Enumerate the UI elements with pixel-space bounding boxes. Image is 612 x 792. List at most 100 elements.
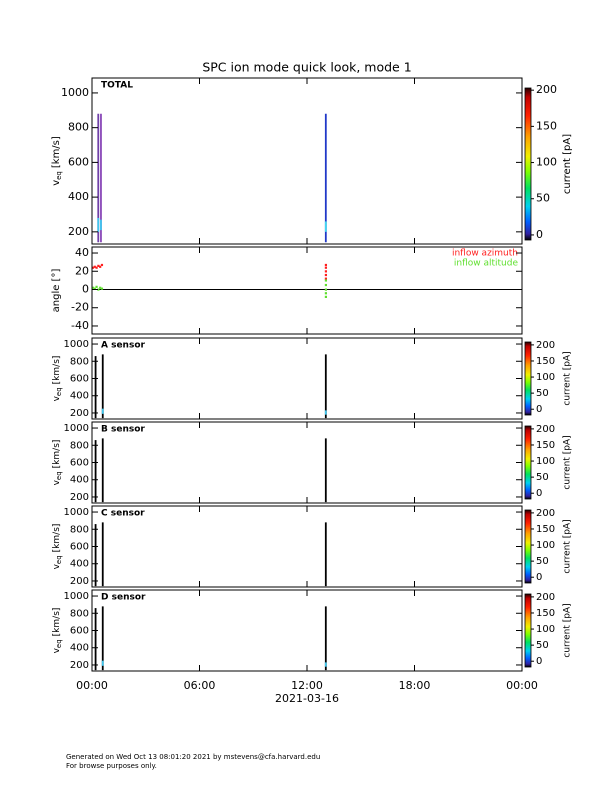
point <box>324 273 328 277</box>
colorbar-label: current [pA] <box>563 519 573 573</box>
y-axis-label-part: v <box>52 563 62 569</box>
point <box>324 263 328 267</box>
colorbar <box>524 341 532 416</box>
panel-label: C sensor <box>101 509 145 519</box>
colorbar-tick-label: 100 <box>536 156 557 169</box>
y-axis-label-part: [km/s] <box>52 356 62 385</box>
y-tick-label: 200 <box>70 408 89 419</box>
y-tick-label: 0 <box>82 282 89 295</box>
y-tick-label: 400 <box>70 391 89 402</box>
y-axis-label-part: eq <box>55 639 63 648</box>
y-tick-label: 1000 <box>64 339 89 350</box>
y-axis-label: veq [km/s] <box>51 136 63 186</box>
y-axis-label: veq [km/s] <box>52 440 64 486</box>
point <box>91 266 95 269</box>
footer-line: For browse purposes only. <box>66 762 157 770</box>
point <box>97 264 100 267</box>
plot-frame <box>91 337 523 420</box>
colorbar-tick-label: 150 <box>536 608 555 619</box>
panel-label: TOTAL <box>101 81 133 91</box>
y-axis-label-part: v <box>52 647 62 653</box>
plot-frame <box>91 589 523 672</box>
y-axis-label-part: v <box>52 479 62 485</box>
y-tick-label: -20 <box>71 301 89 314</box>
colorbar-label: current [pA] <box>563 603 573 657</box>
y-tick-label: 20 <box>75 264 89 277</box>
y-axis-label-part: eq <box>55 171 63 180</box>
y-tick-label: -40 <box>71 319 89 332</box>
y-axis-label: angle [°] <box>51 269 62 313</box>
y-axis-label-part: [km/s] <box>52 524 62 553</box>
point <box>324 266 328 269</box>
y-tick-label: 800 <box>70 608 89 619</box>
panel-label: D sensor <box>101 593 146 603</box>
x-tick-label: 00:00 <box>76 679 108 692</box>
colorbar-tick-label: 0 <box>536 572 542 583</box>
point <box>95 266 98 269</box>
point <box>324 279 328 282</box>
colorbar-tick-label: 200 <box>536 424 555 435</box>
colorbar-tick-label: 100 <box>536 540 555 551</box>
point <box>324 277 328 280</box>
colorbar-tick-label: 150 <box>536 440 555 451</box>
y-axis-label: veq [km/s] <box>52 608 64 654</box>
y-axis-label: veq [km/s] <box>52 524 64 570</box>
y-tick-label: 800 <box>70 356 89 367</box>
point <box>99 286 102 289</box>
y-axis-label-part: [km/s] <box>52 608 62 637</box>
colorbar-tick-label: 100 <box>536 456 555 467</box>
colorbar-tick-label: 0 <box>536 404 542 415</box>
plot-frame <box>91 421 523 504</box>
colorbar <box>524 87 532 241</box>
colorbar-tick-label: 150 <box>536 119 557 132</box>
y-axis-label: veq [km/s] <box>52 356 64 402</box>
y-tick-label: 40 <box>75 246 89 259</box>
colorbar-tick-label: 50 <box>536 472 549 483</box>
colorbar-tick-label: 0 <box>536 228 543 241</box>
y-axis-label-part: eq <box>55 471 63 480</box>
colorbar-label: current [pA] <box>563 435 573 489</box>
colorbar-tick-label: 100 <box>536 624 555 635</box>
y-tick-label: 600 <box>70 458 89 469</box>
point <box>100 263 104 267</box>
y-tick-label: 600 <box>70 542 89 553</box>
colorbar-tick-label: 150 <box>536 356 555 367</box>
y-tick-label: 1000 <box>64 591 89 602</box>
y-tick-label: 400 <box>70 643 89 654</box>
y-tick-label: 600 <box>68 155 89 168</box>
y-tick-label: 200 <box>70 492 89 503</box>
point <box>99 265 102 268</box>
y-tick-label: 200 <box>68 225 89 238</box>
point <box>95 285 98 288</box>
colorbar-tick-label: 200 <box>536 83 557 96</box>
y-tick-label: 1000 <box>61 86 89 99</box>
colorbar-tick-label: 50 <box>536 556 549 567</box>
colorbar-tick-label: 200 <box>536 340 555 351</box>
y-tick-label: 600 <box>70 626 89 637</box>
legend-entry: inflow azimuth <box>452 249 518 259</box>
x-tick-label: 00:00 <box>506 679 538 692</box>
x-axis-label: 2021-03-16 <box>275 692 339 705</box>
y-tick-label: 200 <box>70 576 89 587</box>
y-tick-label: 800 <box>70 440 89 451</box>
colorbar-tick-label: 50 <box>536 640 549 651</box>
y-tick-label: 600 <box>70 374 89 385</box>
point <box>100 287 104 290</box>
colorbar <box>524 425 532 500</box>
y-tick-label: 1000 <box>64 423 89 434</box>
y-tick-label: 800 <box>68 121 89 134</box>
y-tick-label: 400 <box>68 190 89 203</box>
colorbar-tick-label: 0 <box>536 656 542 667</box>
colorbar-tick-label: 150 <box>536 524 555 535</box>
point <box>324 292 328 295</box>
point <box>91 286 95 289</box>
y-axis-label-part: eq <box>55 387 63 396</box>
legend-entry: inflow altitude <box>454 259 519 269</box>
panel-label: B sensor <box>101 425 145 435</box>
y-axis-label-part: v <box>52 395 62 401</box>
y-axis-label-part: [km/s] <box>52 440 62 469</box>
point <box>324 283 328 287</box>
point <box>324 270 328 273</box>
colorbar-tick-label: 100 <box>536 372 555 383</box>
